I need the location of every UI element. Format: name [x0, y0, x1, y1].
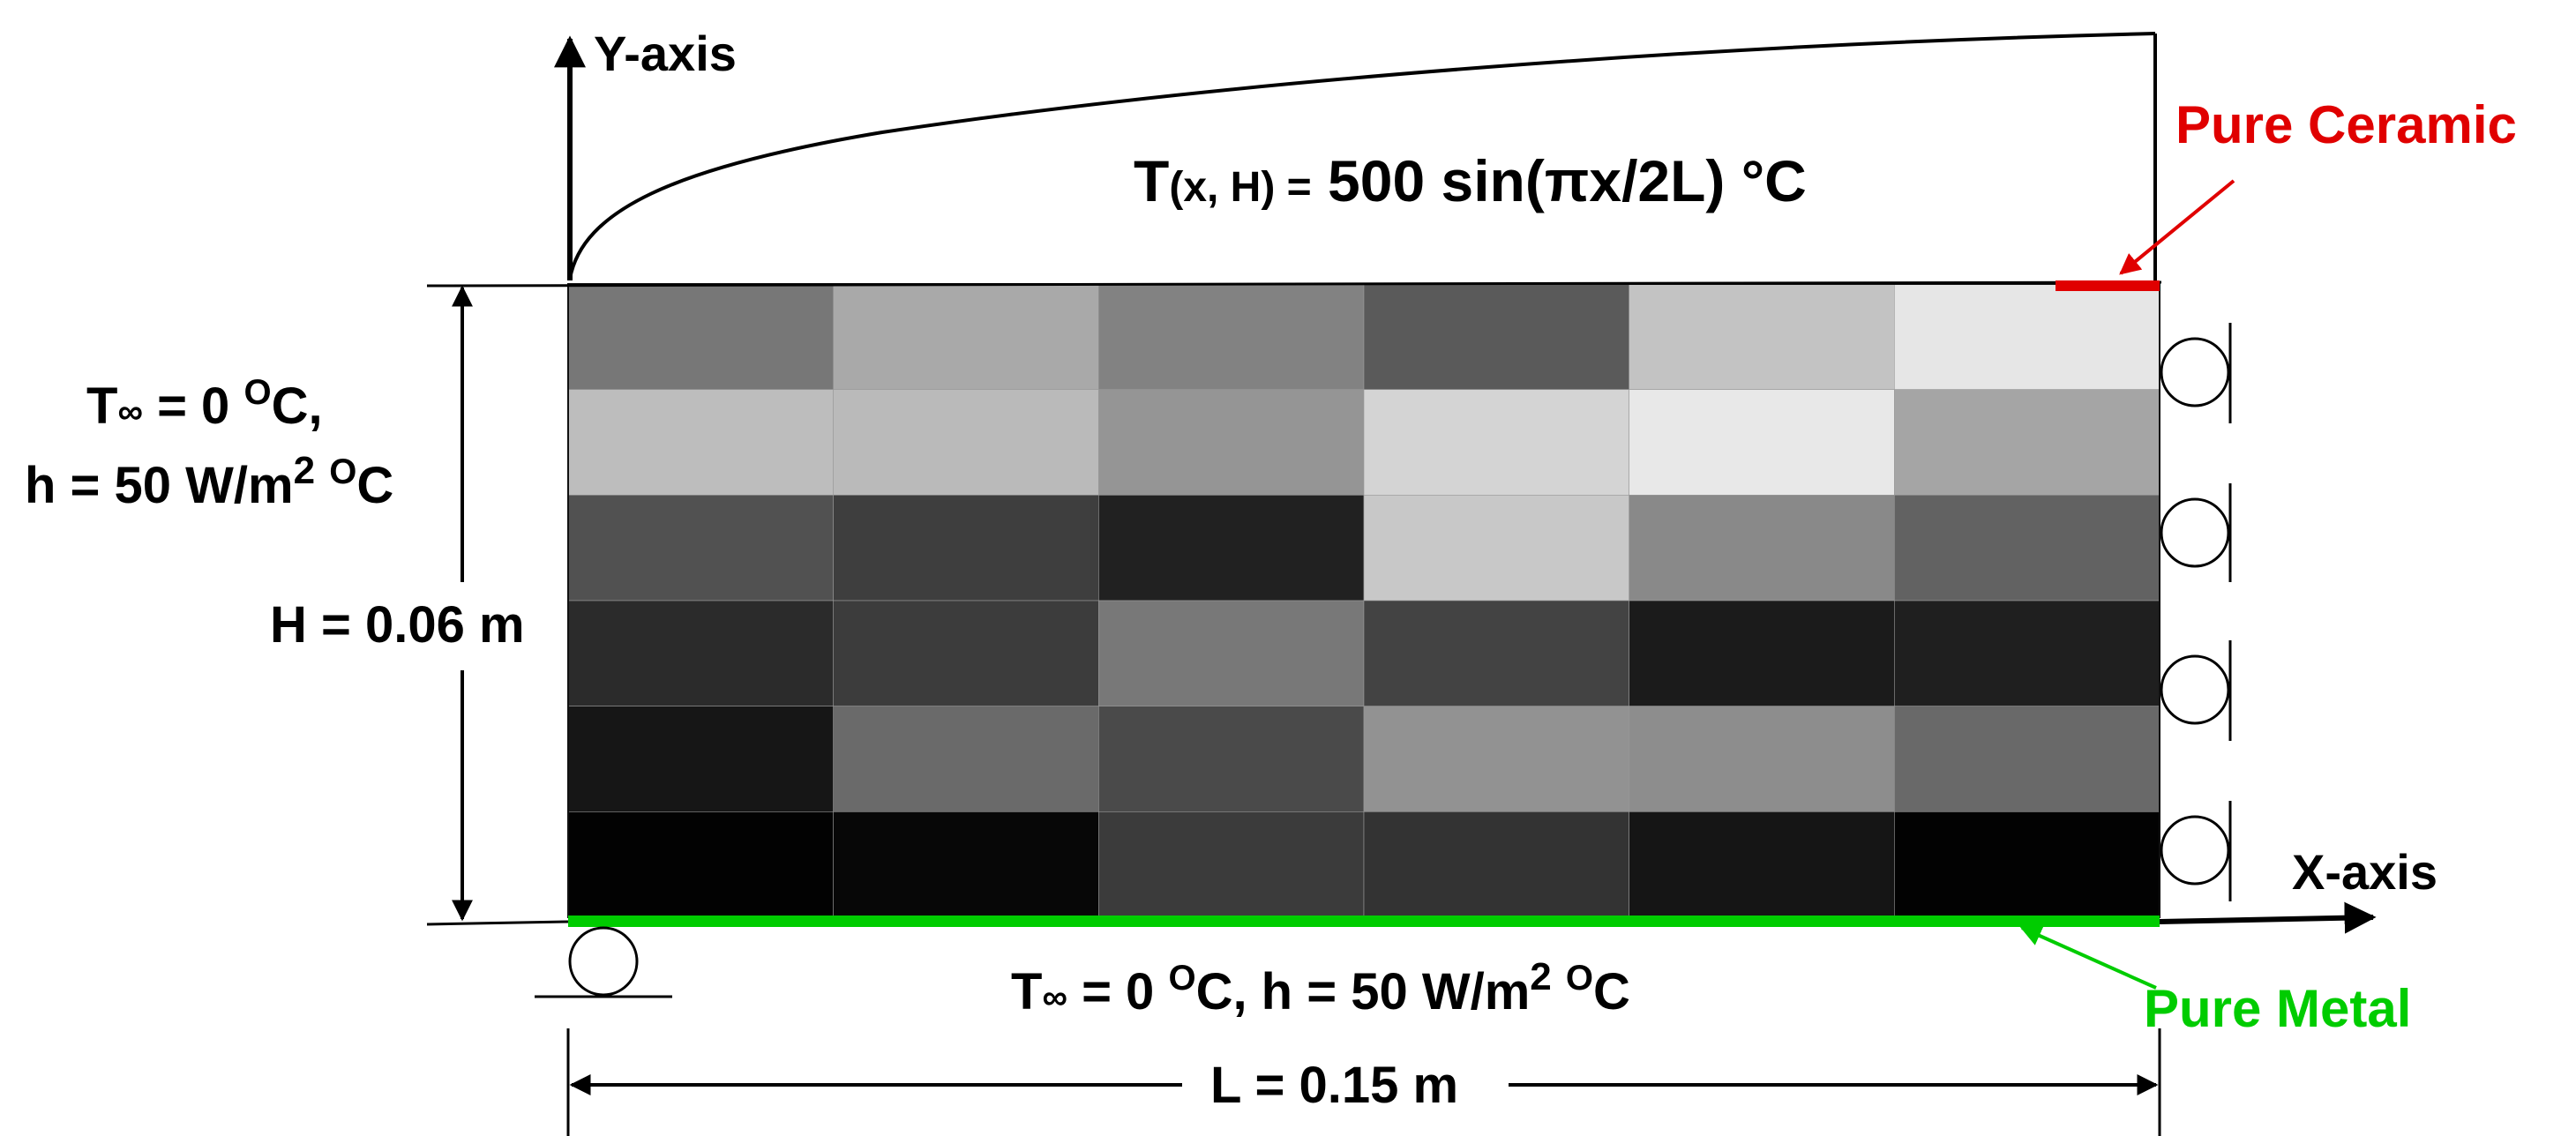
- grid-cell: [1629, 811, 1895, 918]
- grid-cell: [1894, 389, 2160, 496]
- grid-cell: [1363, 389, 1629, 496]
- pure-ceramic-label: Pure Ceramic: [2175, 95, 2517, 154]
- roller-support: [2160, 801, 2232, 901]
- grid-cell: [1894, 811, 2160, 918]
- grid-cell: [567, 811, 834, 918]
- grid-cell: [1629, 706, 1895, 812]
- grid-cell: [833, 283, 1099, 390]
- grid-cell: [833, 600, 1099, 706]
- grid-cell: [567, 495, 834, 602]
- pure-ceramic-edge: [2056, 280, 2160, 291]
- bottom-roller-support: [535, 926, 672, 998]
- grid-cell: [1363, 600, 1629, 706]
- grid-cell: [1363, 811, 1629, 918]
- grid-cell: [1098, 811, 1365, 918]
- temperature-formula: T(x, H) = 500 sin(πx/2L) °C: [1134, 148, 1807, 213]
- bottom-bc-label: T∞ = 0 OC, h = 50 W/m2 OC: [1011, 955, 1630, 1020]
- left-bc-line2: h = 50 W/m2 OC: [25, 449, 393, 514]
- grid-cell: [1098, 600, 1365, 706]
- x-axis-label: X-axis: [2292, 844, 2437, 900]
- length-label: L = 0.15 m: [1210, 1057, 1458, 1114]
- pure-ceramic-pointer: [2119, 179, 2235, 275]
- x-axis-arrow: [2159, 901, 2377, 934]
- grid-cell: [567, 600, 834, 706]
- formula-prefix: T: [1134, 148, 1169, 213]
- grid-cell: [1894, 706, 2160, 812]
- grid-cell: [1363, 283, 1629, 390]
- grid-cell: [567, 706, 834, 812]
- grid-cell: [1363, 706, 1629, 812]
- grid-cell: [1894, 495, 2160, 602]
- temperature-profile-curve: [568, 32, 2156, 280]
- left-bc-line1: T∞ = 0 OC,: [86, 373, 323, 435]
- grid-cell: [833, 706, 1099, 812]
- grid-cell: [1098, 495, 1365, 602]
- grid-cell: [833, 495, 1099, 602]
- grid-cell: [1629, 495, 1895, 602]
- pure-metal-edge: [568, 916, 2160, 927]
- pure-metal-pointer: [2019, 925, 2157, 990]
- roller-support: [2160, 323, 2232, 423]
- grid-cell: [1098, 389, 1365, 496]
- top-extension-line: [426, 280, 2162, 288]
- grid-cell: [1363, 495, 1629, 602]
- grid-cell: [833, 811, 1099, 918]
- grid-cell: [567, 283, 834, 390]
- grid-cell: [1098, 706, 1365, 812]
- grid-cell: [1629, 600, 1895, 706]
- grid-cell: [1629, 283, 1895, 390]
- formula-args: (x, H) =: [1169, 164, 1311, 211]
- grid-cell: [1629, 389, 1895, 496]
- grid-cell: [567, 389, 834, 496]
- material-grid: [567, 283, 2160, 918]
- height-label: H = 0.06 m: [270, 596, 525, 654]
- grid-cell: [1894, 600, 2160, 706]
- right-roller-supports: [2160, 323, 2232, 901]
- bottom-extension-line: [426, 920, 569, 926]
- grid-cell: [1894, 283, 2160, 390]
- roller-support: [2160, 483, 2232, 582]
- y-axis-label: Y-axis: [594, 26, 737, 81]
- pure-metal-label: Pure Metal: [2144, 979, 2411, 1038]
- grid-cell: [833, 389, 1099, 496]
- roller-support: [2160, 640, 2232, 741]
- grid-cell: [1098, 283, 1365, 390]
- formula-body: 500 sin(πx/2L) °C: [1312, 148, 1807, 213]
